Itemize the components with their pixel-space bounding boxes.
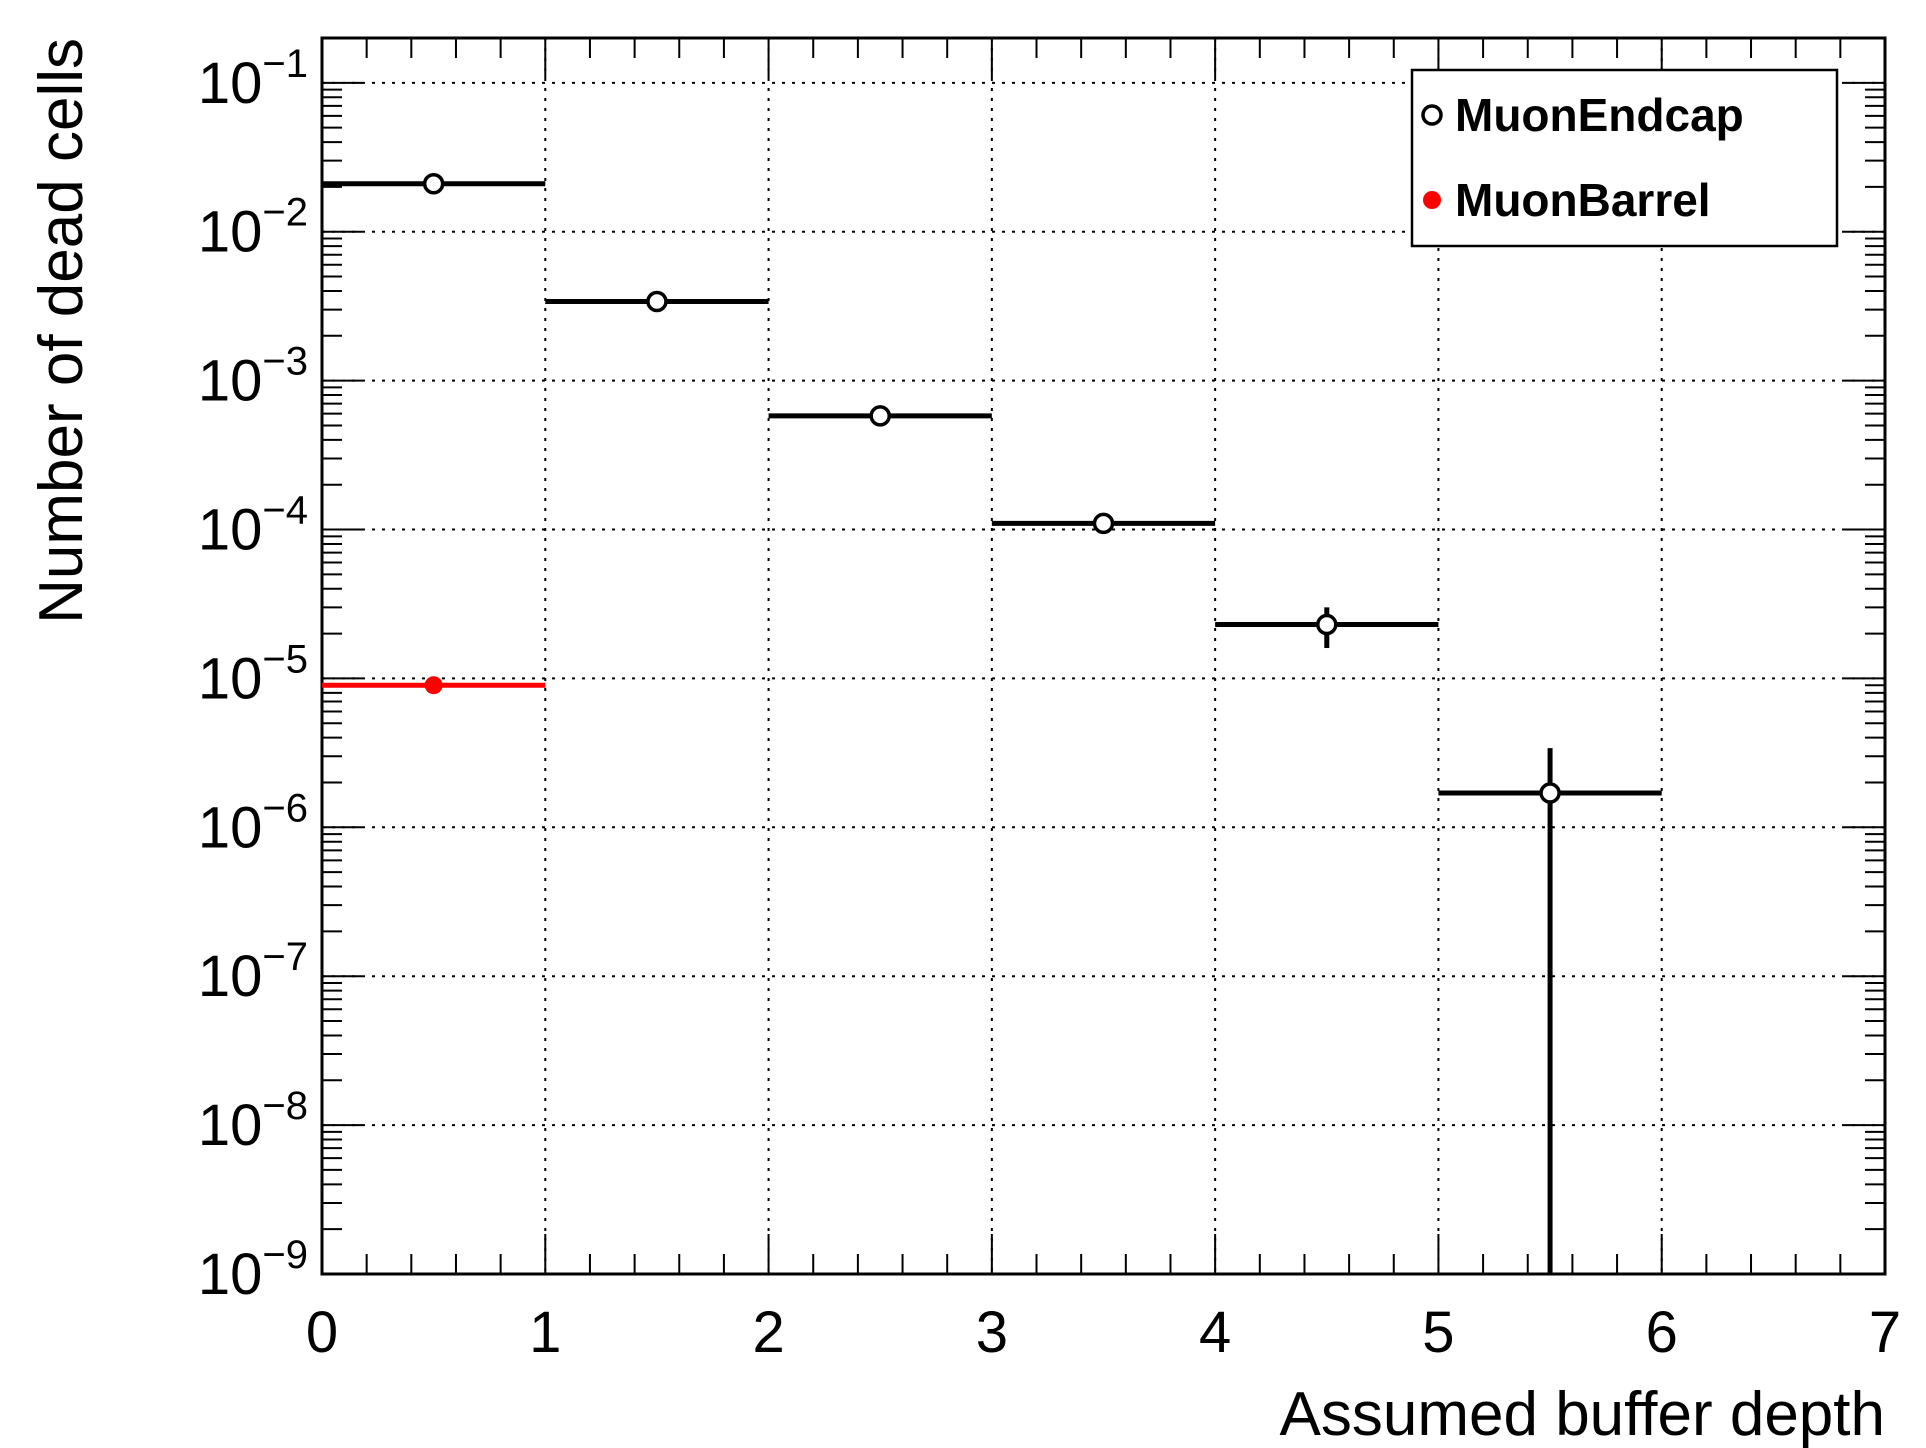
x-tick-label: 6 [1646,1300,1678,1365]
x-tick-label: 0 [306,1300,338,1365]
y-tick-exponent: −5 [262,637,308,681]
x-tick-label: 7 [1869,1300,1901,1365]
series-muonendcap [322,172,1662,1274]
y-tick-base: 10 [198,498,263,563]
y-tick-label: 10−6 [198,786,308,860]
y-tick-label: 10−2 [198,191,308,265]
y-tick-base: 10 [198,51,263,116]
legend-label-muonendcap: MuonEndcap [1455,89,1744,141]
legend: MuonEndcap MuonBarrel [1410,68,1839,248]
x-tick-label: 5 [1422,1300,1454,1365]
y-tick-exponent: −4 [262,489,308,533]
y-tick-base: 10 [198,795,263,860]
y-tick-base: 10 [198,1242,263,1307]
data-point [869,405,891,427]
y-tick-exponent: −3 [262,340,308,384]
y-tick-base: 10 [198,200,263,265]
axis-ticks [321,37,1886,1275]
y-tick-base: 10 [198,349,263,414]
x-tick-label: 1 [529,1300,561,1365]
y-tick-exponent: −7 [262,935,308,979]
series-muonbarrel [322,676,546,695]
y-tick-exponent: −6 [262,786,308,830]
plot-frame [320,36,1887,1276]
y-tick-exponent: −8 [262,1084,308,1128]
y-tick-label: 10−1 [198,42,308,116]
y-tick-label: 10−3 [198,340,308,414]
data-point [1316,613,1338,636]
x-tick-label: 3 [976,1300,1008,1365]
y-tick-base: 10 [198,646,263,711]
y-tick-label: 10−5 [198,637,308,711]
data-point [422,172,445,195]
data-point [1539,782,1561,804]
data-series [322,172,1662,1274]
data-point [424,676,443,695]
y-tick-label: 10−7 [198,935,308,1009]
y-tick-base: 10 [198,944,263,1009]
x-axis-title: Assumed buffer depth [1280,1380,1885,1448]
y-tick-label: 10−4 [198,489,308,563]
y-tick-exponent: −9 [262,1233,308,1277]
data-point [646,290,668,313]
y-tick-label: 10−8 [198,1084,308,1158]
y-tick-labels: 10−910−810−710−610−510−410−310−210−1 [198,42,308,1307]
data-point [1092,512,1115,535]
legend-box [1410,68,1839,248]
x-tick-labels: 0 1 2 3 4 5 6 7 [306,1300,1901,1365]
legend-marker-muonbarrel [1423,191,1441,209]
y-axis-title: Number of dead cells [27,38,96,624]
x-tick-label: 4 [1199,1300,1231,1365]
x-tick-label: 2 [752,1300,784,1365]
y-tick-exponent: −2 [262,191,308,235]
y-tick-label: 10−9 [198,1233,308,1307]
y-tick-exponent: −1 [262,42,308,86]
legend-marker-muonendcap [1421,104,1443,126]
legend-label-muonbarrel: MuonBarrel [1455,174,1711,226]
y-tick-base: 10 [198,1093,263,1158]
